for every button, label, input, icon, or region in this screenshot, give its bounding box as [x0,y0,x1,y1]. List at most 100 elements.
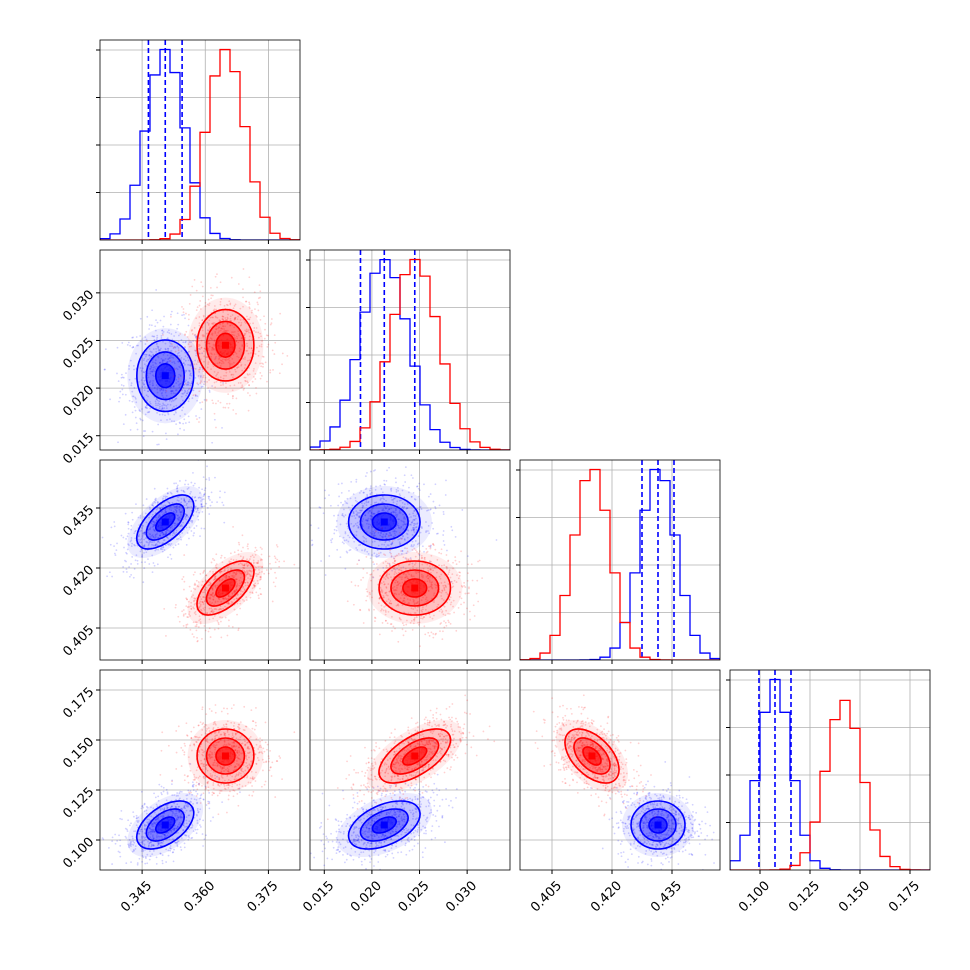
scatter-point [188,506,190,509]
scatter-point [161,413,164,416]
scatter-point [195,363,198,366]
scatter-point [154,361,157,364]
scatter-point [195,832,198,835]
scatter-point [180,790,183,793]
scatter-point [174,508,177,511]
scatter-point [401,489,404,492]
scatter-point [202,603,205,606]
scatter-point [276,558,279,561]
y-tick-label: 0.015 [60,430,97,467]
scatter-point [168,332,171,334]
scatter-point [151,543,153,546]
scatter-point [200,281,203,284]
scatter-point [166,492,169,495]
scatter-point [237,629,240,632]
scatter-point [170,400,173,403]
scatter-point [199,381,202,384]
scatter-point [352,493,355,496]
scatter-point [278,565,281,568]
scatter-point [143,389,146,392]
scatter-point [230,567,232,570]
scatter-point [244,578,247,581]
scatter-point [219,381,222,384]
scatter-point [354,522,357,525]
scatter-point [212,598,215,601]
scatter-point [425,547,428,550]
scatter-point [162,546,164,548]
scatter-point [161,408,163,411]
scatter-point [135,814,138,817]
scatter-blue [101,460,226,584]
scatter-point [161,360,164,363]
scatter-point [154,366,156,368]
scatter-point [398,527,400,529]
scatter-point [121,376,124,379]
scatter-point [209,581,211,584]
scatter-point [193,597,196,600]
scatter-point [124,559,126,562]
scatter-point [230,276,233,279]
scatter-point [140,541,143,544]
scatter-point [154,325,157,328]
scatter-point [245,322,247,325]
scatter-point [104,368,106,371]
scatter-point [259,578,262,581]
scatter-point [242,557,245,560]
scatter-point [187,343,190,346]
scatter-point [200,346,203,349]
scatter-point [241,384,244,387]
scatter-point [416,485,418,488]
scatter-point [187,486,190,489]
scatter-point [203,505,206,508]
scatter-point [344,514,347,517]
scatter-point [211,441,214,444]
scatter-point [136,563,139,565]
scatter-point [241,563,243,565]
scatter-point [232,574,234,577]
scatter-point [341,541,344,544]
scatter-point [155,319,157,322]
scatter-point [337,483,340,486]
scatter-point [139,317,142,320]
scatter-point [221,597,224,600]
scatter-point [255,315,258,318]
scatter-point [194,602,197,605]
scatter-point [197,496,200,499]
scatter-point [158,413,161,416]
panel-frame [309,249,511,451]
scatter-point [410,474,413,477]
scatter-point [235,585,238,588]
scatter-point [337,514,340,517]
scatter-point [139,340,142,343]
scatter-point [207,349,210,352]
scatter-point [226,322,229,325]
scatter-point [202,591,204,594]
scatter-point [128,368,130,370]
scatter-point [206,366,209,369]
scatter-point [177,519,180,522]
scatter-point [173,385,175,387]
scatter-point [240,550,243,553]
scatter-point [237,627,240,630]
scatter-point [248,318,251,321]
scatter-point [466,607,468,610]
scatter-point [212,316,214,319]
scatter-point [145,406,148,409]
scatter-point [200,358,202,361]
scatter-point [181,509,184,512]
scatter-point [215,566,218,569]
scatter-point [229,317,232,320]
scatter-point [162,359,164,361]
scatter-point [220,579,223,582]
scatter-point [335,520,338,522]
scatter-point [148,383,151,386]
scatter-point [177,352,179,355]
scatter-point [159,405,161,408]
scatter-point [222,607,225,610]
scatter-point [136,344,138,347]
scatter-point [162,533,165,536]
scatter-point [148,563,151,565]
scatter-point [274,557,277,560]
scatter-point [204,301,207,304]
scatter-point [179,790,182,793]
